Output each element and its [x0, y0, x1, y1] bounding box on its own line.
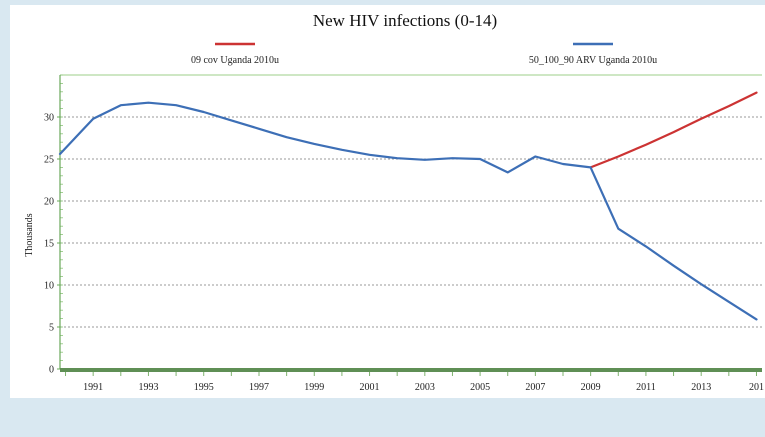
y-tick-label: 25	[44, 155, 54, 166]
x-tick-label: 1991	[83, 382, 103, 393]
x-tick-label: 1999	[304, 382, 324, 393]
y-tick-label: 30	[44, 113, 54, 124]
y-tick-label: 5	[49, 323, 54, 334]
x-tick-label: 2007	[525, 382, 545, 393]
x-tick-label: 1997	[249, 382, 269, 393]
axes	[57, 74, 762, 376]
series-line-1	[589, 91, 758, 169]
legend-label-1: 09 cov Uganda 2010u	[191, 55, 279, 66]
x-tick-label: 2011	[636, 382, 656, 393]
x-tick-label: 2013	[691, 382, 711, 393]
y-tick-label: 20	[44, 197, 54, 208]
x-tick-label: 2003	[415, 382, 435, 393]
series-layer	[58, 91, 758, 321]
y-axis-label: Thousands	[24, 213, 35, 256]
gridlines	[60, 116, 762, 328]
legend: 09 cov Uganda 2010u 50_100_90 ARV Uganda …	[191, 42, 657, 66]
chart-panel	[10, 5, 765, 398]
y-tick-label: 10	[44, 281, 54, 292]
x-tick-label: 201	[749, 382, 764, 393]
x-axis-line	[60, 368, 762, 372]
y-tick-label: 15	[44, 239, 54, 250]
chart-title: New HIV infections (0-14)	[313, 11, 497, 30]
x-tick-label: 1993	[138, 382, 158, 393]
y-tick-label: 0	[49, 365, 54, 376]
x-tick-label: 2005	[470, 382, 490, 393]
x-tick-label: 2001	[360, 382, 380, 393]
tick-labels: 0 5 10 15 20 25 30 1991 1993 1995 1997 1999 2001 2003…	[44, 113, 764, 394]
series-line-2	[58, 101, 758, 321]
legend-label-2: 50_100_90 ARV Uganda 2010u	[529, 55, 657, 66]
x-tick-label: 2009	[581, 382, 601, 393]
x-tick-label: 1995	[194, 382, 214, 393]
